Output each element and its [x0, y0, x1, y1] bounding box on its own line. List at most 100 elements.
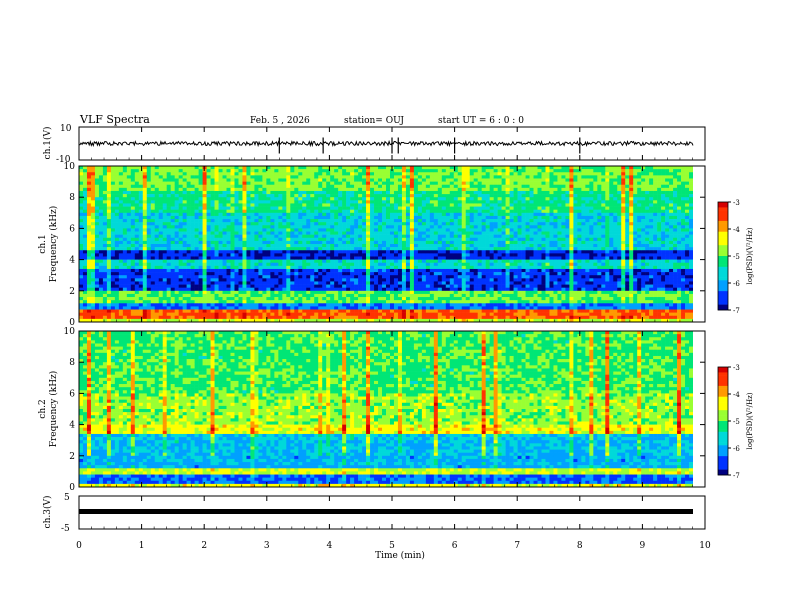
ch1-spectrogram-cell [306, 206, 311, 210]
ch1-spectrogram-cell [226, 203, 231, 207]
ch1-spectrogram-cell [254, 250, 259, 254]
ch1-spectrogram-cell [354, 309, 359, 313]
ch1-spectrogram-cell [441, 178, 447, 182]
ch1-spectrogram-cell [386, 312, 391, 317]
ch1-spectrogram-cell [190, 312, 195, 317]
ch1-spectrogram-cell [174, 215, 179, 220]
ch1-spectrogram-cell [417, 178, 423, 182]
ch1-spectrogram-cell [146, 222, 152, 226]
ch1-spectrogram-cell [417, 200, 423, 204]
ch1-spectrogram-cell [306, 203, 311, 207]
ch1-spectrogram-cell [326, 315, 331, 320]
ch1-spectrogram-cell [94, 303, 100, 307]
ch1-spectrogram-cell [178, 240, 183, 245]
ch1-spectrogram-cell [433, 312, 439, 317]
ch1-spectrogram-cell [206, 187, 211, 192]
ch1-spectrogram-cell [110, 293, 116, 298]
ch1-spectrogram-cell [142, 256, 148, 260]
ch1-spectrogram-cell [397, 312, 403, 317]
ch1-spectrogram-cell [286, 172, 291, 176]
ch1-spectrogram-cell [210, 287, 215, 292]
ch1-spectrogram-cell [382, 240, 387, 245]
ch1-spectrogram-cell [378, 297, 383, 301]
ch1-spectrogram-cell [126, 250, 132, 254]
ch1-spectrogram-cell [401, 194, 407, 198]
ch1-spectrogram-cell [378, 237, 383, 242]
ch1-spectrogram-cell [190, 290, 195, 295]
ch1-spectrogram-cell [258, 215, 263, 220]
ch1-spectrogram-cell [318, 272, 323, 276]
ch1-spectrogram-cell [270, 197, 275, 201]
ch1-spectrogram-cell [461, 200, 467, 204]
ch1-spectrogram-cell [334, 306, 339, 310]
ch1-spectrogram-cell [306, 300, 311, 304]
ch1-spectrogram-cell [262, 197, 267, 201]
ch1-spectrogram-cell [202, 187, 207, 192]
ch1-spectrogram-cell [154, 228, 160, 232]
ch1-spectrogram-cell [170, 303, 175, 307]
ch1-spectrogram-cell [374, 209, 379, 214]
ch1-spectrogram-cell [182, 178, 187, 182]
ch1-spectrogram-cell [457, 225, 463, 229]
ch1-spectrogram-cell [366, 240, 371, 245]
ch1-spectrogram-cell [334, 244, 339, 248]
ch1-spectrogram-cell [222, 244, 227, 248]
ch1-spectrogram-cell [330, 275, 335, 279]
ch1-spectrogram-cell [429, 197, 435, 201]
ch1-spectrogram-cell [326, 312, 331, 317]
ch1-spectrogram-cell [186, 275, 191, 279]
ch1-spectrogram-cell [409, 244, 415, 248]
ch1-spectrogram-cell [150, 284, 156, 288]
ch1-spectrogram-cell [110, 215, 116, 220]
ch1-spectrogram-cell [86, 256, 92, 260]
ch1-spectrogram-cell [110, 240, 116, 245]
ch1-spectrogram-cell [178, 284, 183, 288]
ch1-spectrogram-cell [334, 200, 339, 204]
ch1-spectrogram-cell [358, 287, 363, 292]
ch1-spectrogram-cell [190, 247, 195, 251]
ch1-spectrogram-cell [262, 272, 267, 276]
ch1-spectrogram-cell [389, 237, 395, 242]
ch1-spectrogram-cell [90, 318, 96, 323]
ch1-spectrogram-cell [393, 187, 399, 192]
ch1-spectrogram-cell [202, 181, 207, 186]
ch1-spectrogram-cell [370, 287, 375, 292]
ch1-spectrogram-cell [413, 209, 419, 214]
ch1-spectrogram-cell [405, 278, 411, 282]
ch1-spectrogram-cell [170, 231, 175, 235]
ch1-spectrogram-cell [362, 268, 367, 273]
ch1-spectrogram-cell [346, 315, 351, 320]
ch1-spectrogram-cell [330, 309, 335, 313]
ch1-spectrogram-cell [350, 240, 355, 245]
ch1-spectrogram-cell [82, 315, 88, 320]
ch1-spectrogram-cell [86, 244, 92, 248]
ch1-spectrogram-cell [206, 259, 211, 264]
ch1-spectrogram-cell [358, 200, 363, 204]
ch1-spectrogram-cell [409, 300, 415, 304]
ch1-spectrogram-cell [382, 222, 387, 226]
ch1-spectrogram-cell [110, 228, 116, 232]
ch1-spectrogram-cell [397, 272, 403, 276]
ch1-spectrogram-cell [374, 175, 379, 179]
ch1-spectrogram-cell [290, 212, 295, 217]
ch1-spectrogram-cell [386, 200, 391, 204]
ch1-spectrogram-cell [354, 222, 359, 226]
ch1-spectrogram-cell [417, 194, 423, 198]
ch1-spectrogram-cell [358, 284, 363, 288]
ch1-spectrogram-cell [258, 253, 263, 257]
ch1-spectrogram-cell [389, 209, 395, 214]
ch1-spectrogram-cell [198, 297, 203, 301]
ch1-spectrogram-cell [310, 175, 315, 179]
ch1-spectrogram-cell [198, 290, 203, 295]
ch1-spectrogram-cell [294, 212, 299, 217]
ch1-spectrogram-cell [318, 175, 323, 179]
ch1-spectrogram-cell [429, 256, 435, 260]
ch1-spectrogram-cell [310, 209, 315, 214]
ch1-spectrogram-cell [338, 253, 343, 257]
ch1-spectrogram-cell [417, 284, 423, 288]
ch1-spectrogram-cell [382, 272, 387, 276]
ch1-spectrogram-cell [146, 225, 152, 229]
ch1-spectrogram-cell [346, 234, 351, 239]
ch1-spectrogram-cell [130, 290, 136, 295]
ch1-spectrogram-cell [274, 169, 279, 173]
